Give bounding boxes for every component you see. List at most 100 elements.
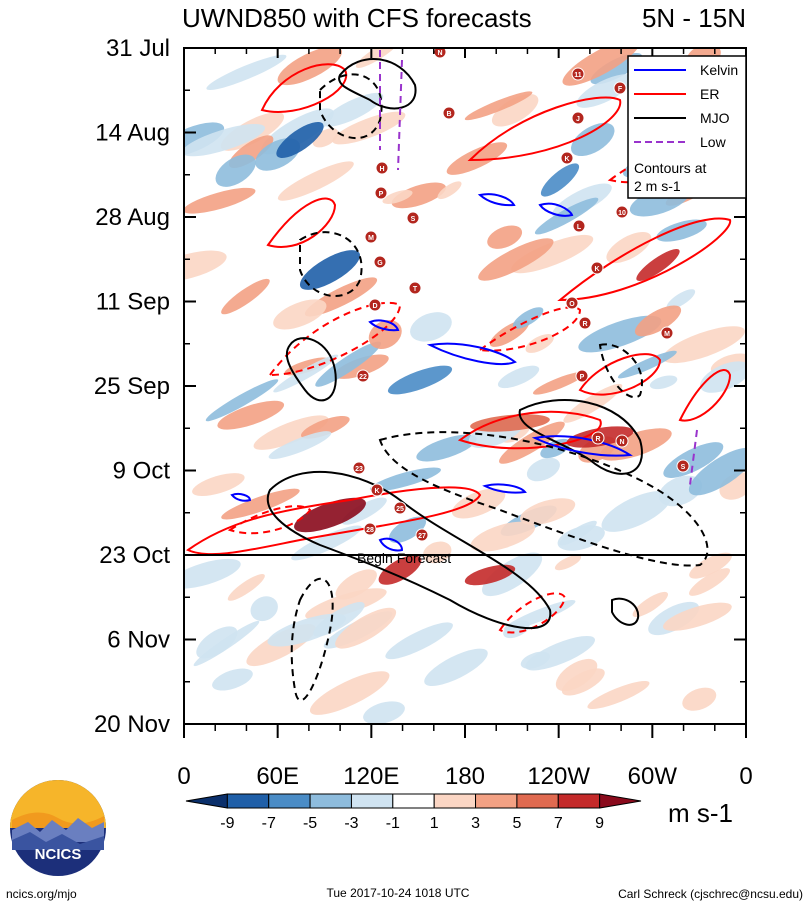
field-blob [221,488,300,520]
kelvin-contour [477,193,516,207]
y-tick-label: 25 Sep [94,373,170,400]
y-tick-label: 6 Nov [107,627,170,654]
y-tick-label: 14 Aug [95,120,170,147]
colorbar-label: -1 [386,815,400,832]
field-blob [599,428,672,461]
field-blob [300,415,350,439]
field-blob [478,238,554,281]
storm-marker-label: K [564,156,569,163]
field-blob [606,231,652,264]
storm-marker: L [572,219,586,233]
storm-marker-label: M [368,235,374,242]
colorbar-segment [185,793,228,809]
storm-marker: R [578,316,592,330]
colorbar: -9 -7 -5 -3 -1 1 3 5 7 9 [185,793,642,832]
low-contour [397,59,403,171]
er-contour [557,217,732,302]
storm-marker: 25 [393,501,407,515]
storm-marker-dot [408,281,422,295]
field-blob [532,371,586,395]
colorbar-label: 7 [554,815,563,832]
legend-label: ER [700,86,719,102]
field-blob [437,181,462,200]
legend-box [627,55,747,199]
storm-marker-label: D [372,303,377,310]
storm-marker-dot [364,230,378,244]
mjo-contour [378,431,709,567]
storm-marker-dot [374,186,388,200]
colorbar-segment [475,793,518,809]
storm-marker: O [565,296,579,310]
field-blob [511,234,594,274]
field-blob [464,564,516,586]
field-blob [217,400,285,430]
field-blob [688,447,746,496]
field-blob [184,558,241,589]
x-tick-label: 60E [256,763,299,790]
storm-marker: P [575,369,589,383]
er-contour [457,410,602,450]
storm-marker-dot [356,369,370,383]
er-contour [498,592,567,634]
field-blob [662,326,745,364]
legend-label: MJO [700,110,730,126]
x-tick-label: 120E [343,763,399,790]
footer-author: Carl Schreck (cjschrec@ncsu.edu) [618,887,803,901]
er-contour [477,306,582,352]
colorbar-label: -9 [220,815,234,832]
storm-marker-label: 22 [359,374,367,381]
storm-marker-label: T [413,286,418,293]
kelvin-contour [482,483,527,494]
x-tick-label: 0 [739,763,752,790]
field-blob [649,375,678,390]
field-blob [555,658,598,692]
storm-marker: K [560,151,574,165]
storm-marker-dot [363,522,377,536]
storm-marker: H [375,161,389,175]
storm-marker-dot [572,219,586,233]
storm-marker-label: O [569,301,575,308]
y-tick-label: 28 Aug [95,204,170,231]
colorbar-segment [350,793,394,809]
colorbar-segment [516,793,559,809]
storm-marker-dot [660,326,674,340]
low-contour [689,429,698,486]
field-blob [526,457,560,482]
er-contour [266,197,337,248]
storm-marker: 23 [352,461,366,475]
storm-marker-label: 28 [366,527,374,534]
legend-label: Low [700,134,727,150]
field-blob [305,588,387,620]
field-blob [512,307,544,329]
field-blob [636,249,680,281]
storm-marker-label: S [681,464,686,471]
field-blob [554,554,582,571]
field-blob [277,161,354,201]
field-blob [482,552,543,597]
field-blob [487,225,523,249]
storm-marker-dot [415,528,429,542]
kelvin-contour [368,319,400,332]
storm-marker-dot [591,431,605,445]
field-blob [315,341,382,387]
storm-marker-dot [393,501,407,515]
field-blob [519,498,576,525]
field-blob [212,668,253,691]
legend-note-1: Contours at [634,160,706,176]
field-blob [192,473,245,497]
field-blob [378,555,422,585]
field-blob [276,121,324,159]
colorbar-label: 5 [512,815,521,832]
storm-marker-dot [373,255,387,269]
x-tick-label: 60W [628,763,678,790]
storm-marker-dot [370,483,384,497]
colorbar-segment [226,793,270,809]
storm-marker-label: R [582,321,587,328]
storm-marker-label: H [379,166,384,173]
legend: Kelvin ER MJO Low Contours at 2 m s-1 [627,55,747,199]
field-blob [309,671,390,715]
footer-timestamp: Tue 2017-10-24 1018 UTC [327,886,470,900]
field-blob [499,421,565,464]
colorbar-segment [309,793,352,809]
